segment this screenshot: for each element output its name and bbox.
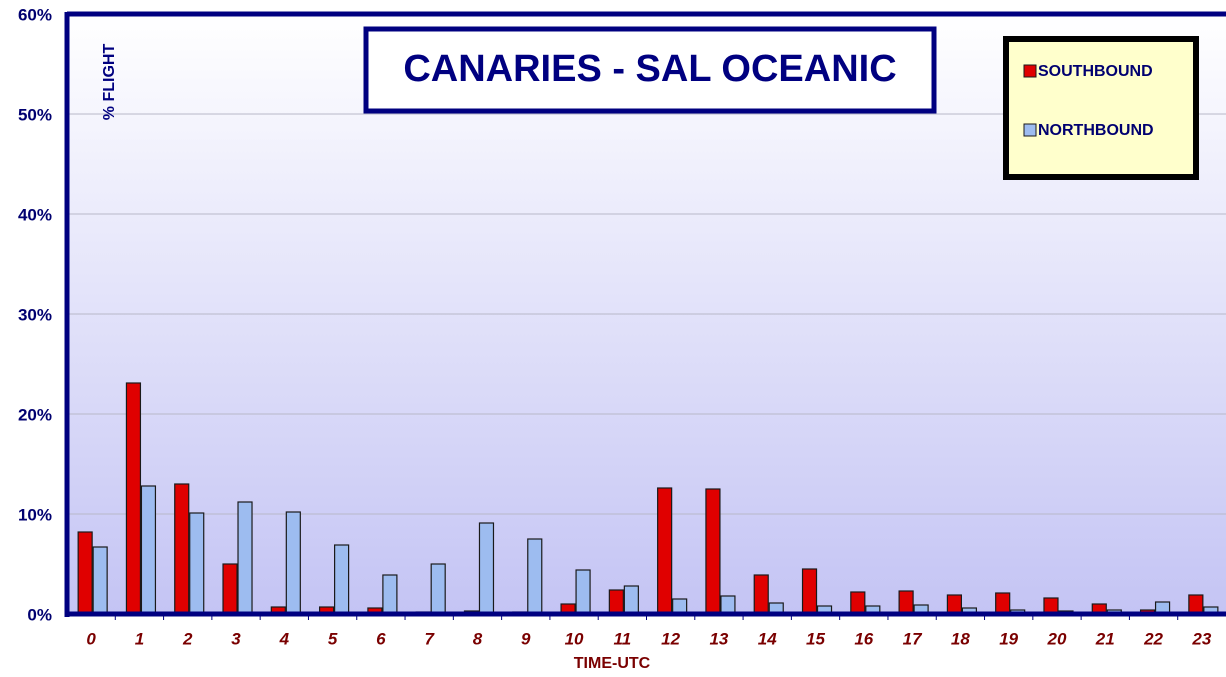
x-tick-label: 13 (709, 629, 728, 648)
y-tick-label: 60% (18, 5, 52, 24)
chart-title: CANARIES - SAL OCEANIC (403, 48, 896, 90)
x-tick-label: 4 (279, 629, 290, 648)
legend-box (1003, 36, 1199, 180)
bar (125, 382, 142, 615)
x-tick-label: 8 (473, 629, 483, 648)
bar (850, 591, 866, 615)
bar (77, 531, 93, 615)
x-tick-label: 2 (182, 629, 193, 648)
x-tick-label: 10 (565, 629, 584, 648)
bar (1188, 594, 1204, 615)
bar (189, 512, 205, 615)
y-tick-label: 10% (18, 505, 52, 524)
legend-label: SOUTHBOUND (1038, 63, 1153, 80)
x-tick-label: 6 (376, 629, 386, 648)
x-tick-label: 16 (854, 629, 873, 648)
bar (753, 574, 769, 615)
x-tick-label: 9 (521, 629, 531, 648)
x-tick-label: 15 (806, 629, 825, 648)
bar (237, 501, 253, 615)
x-tick-label: 21 (1095, 629, 1115, 648)
bar (478, 522, 495, 615)
x-tick-label: 14 (758, 629, 777, 648)
bar (334, 544, 350, 615)
x-tick-label: 0 (86, 629, 96, 648)
bar (608, 589, 624, 615)
x-tick-label: 23 (1191, 629, 1211, 648)
y-tick-label: 0% (27, 605, 52, 624)
y-tick-label: 30% (18, 305, 52, 324)
bar (92, 546, 108, 615)
y-axis-label: % FLIGHT (101, 44, 118, 121)
x-tick-label: 5 (328, 629, 338, 648)
legend-swatch (1023, 64, 1037, 78)
legend-label: NORTHBOUND (1038, 122, 1154, 139)
x-tick-label: 17 (903, 629, 923, 648)
x-tick-label: 22 (1143, 629, 1163, 648)
bar (140, 485, 157, 615)
x-tick-label: 11 (614, 629, 632, 648)
bar (995, 592, 1011, 615)
bar (898, 590, 914, 615)
y-tick-label: 50% (18, 105, 52, 124)
title-box (363, 26, 937, 114)
bar (705, 488, 721, 615)
bar (946, 594, 962, 615)
y-tick-label: 40% (18, 205, 52, 224)
bar (623, 585, 639, 615)
x-tick-label: 18 (951, 629, 970, 648)
x-tick-label: 7 (424, 629, 435, 648)
bar (527, 538, 543, 615)
x-axis-label: TIME-UTC (574, 655, 651, 672)
x-tick-label: 19 (999, 629, 1018, 648)
x-tick-label: 1 (135, 629, 144, 648)
bar (575, 569, 591, 615)
bar (285, 511, 301, 615)
bar (657, 487, 673, 615)
x-tick-label: 3 (231, 629, 241, 648)
x-tick-label: 12 (661, 629, 680, 648)
bar (174, 483, 190, 615)
bar (382, 574, 398, 615)
x-tick-label: 20 (1047, 629, 1067, 648)
bar (801, 568, 818, 615)
y-tick-label: 20% (18, 405, 52, 424)
bar (430, 563, 446, 615)
bar (222, 563, 238, 615)
legend-swatch (1023, 123, 1037, 137)
bar (720, 595, 736, 615)
